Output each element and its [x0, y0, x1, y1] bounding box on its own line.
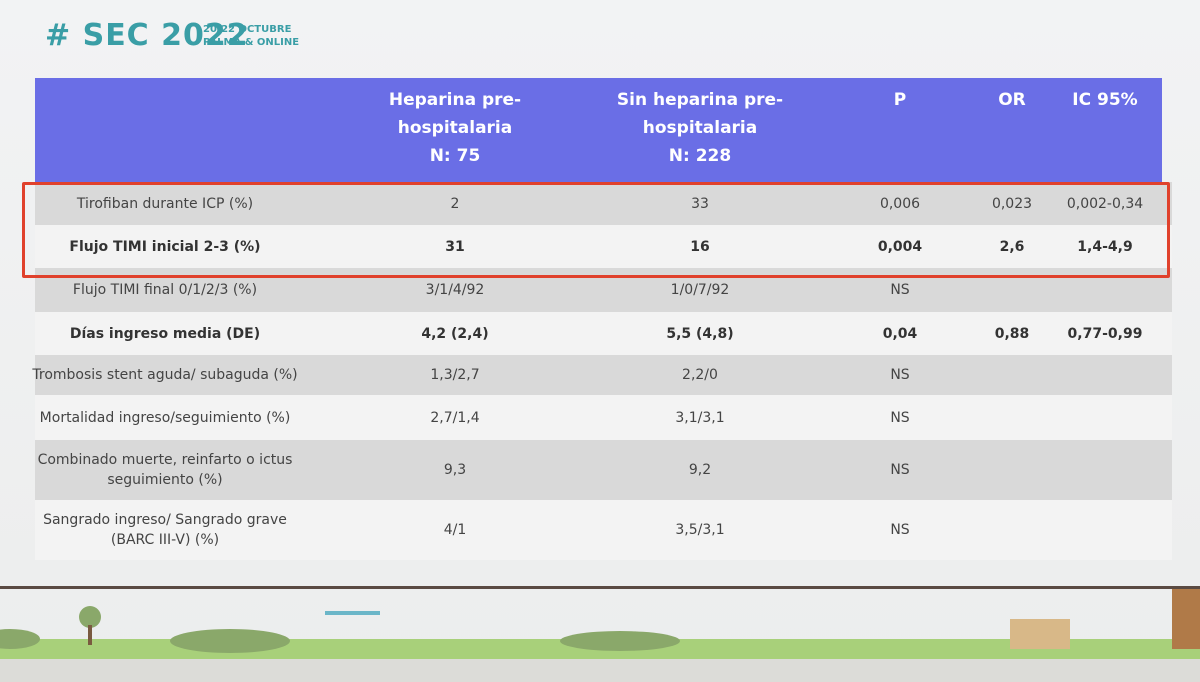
cell: NS — [890, 282, 910, 298]
cell: 4,2 (2,4) — [421, 325, 489, 342]
cell: 2,7/1,4 — [430, 409, 480, 426]
cell: 9,3 — [443, 462, 467, 478]
cell: NS — [890, 522, 910, 538]
row-label: Trombosis stent aguda/ subaguda (%) — [32, 367, 298, 383]
cell: 2,6 — [999, 238, 1025, 255]
place: PALMA & ONLINE — [203, 37, 300, 48]
row-label: Tirofiban durante ICP (%) — [76, 195, 254, 212]
cell: 3,1/3,1 — [675, 409, 725, 426]
cell: 33 — [691, 195, 709, 212]
header-row — [35, 78, 1162, 182]
cell: NS — [890, 367, 910, 383]
table-row — [35, 182, 1172, 225]
row-label: Sangrado ingreso/ Sangrado grave (BARC I… — [43, 512, 287, 548]
column-header-line: hospitalaria — [642, 118, 758, 138]
cell: 1,4-4,9 — [1077, 238, 1133, 255]
cell: 0,023 — [991, 195, 1033, 212]
row-label: Flujo TIMI inicial 2-3 (%) — [69, 238, 261, 255]
cell: 0,88 — [994, 325, 1030, 342]
cell: 0,77-0,99 — [1067, 325, 1143, 342]
column-header-line: OR — [998, 90, 1026, 110]
column-header-line: Heparina pre- — [388, 90, 522, 110]
column-header-line: N: 228 — [668, 146, 732, 166]
cell: 3/1/4/92 — [425, 282, 485, 298]
cell: 0,004 — [877, 238, 923, 255]
cell: 31 — [445, 238, 465, 255]
cell: 9,2 — [688, 462, 712, 478]
table-row — [35, 225, 1172, 268]
logo: # SEC 2022 — [45, 18, 249, 53]
landscape — [0, 589, 1200, 682]
table-row — [35, 500, 1172, 560]
column-header-line: IC 95% — [1072, 90, 1138, 110]
table-row — [35, 440, 1172, 500]
cell: 0,04 — [882, 325, 918, 342]
cell: NS — [890, 409, 910, 426]
cell: 2 — [450, 195, 460, 212]
cell: 16 — [690, 238, 710, 255]
cell: 0,002-0,34 — [1066, 195, 1144, 212]
row-label: Flujo TIMI final 0/1/2/3 (%) — [72, 282, 258, 298]
table-row — [35, 395, 1172, 440]
highlight-box — [22, 182, 1170, 278]
cell: 1/0/7/92 — [670, 282, 730, 298]
cell: 3,5/3,1 — [675, 522, 725, 538]
dates: 20-22 OCTUBRE — [203, 24, 292, 35]
row-label: Mortalidad ingreso/seguimiento (%) — [39, 409, 291, 426]
divider — [0, 586, 1200, 589]
column-header-line: Sin heparina pre- — [616, 90, 784, 110]
cell: 5,5 (4,8) — [666, 325, 734, 342]
cell: NS — [890, 462, 910, 478]
column-header-line: P — [893, 90, 907, 110]
table: Heparina pre-hospitalaria N: 75 Sin hepari… — [32, 78, 1172, 560]
cell: 0,006 — [879, 195, 921, 212]
row-label: Combinado muerte, reinfarto o ictus segu… — [37, 452, 293, 488]
cell: 2,2/0 — [682, 367, 718, 383]
row-label: Días ingreso media (DE) — [69, 325, 261, 342]
table-row — [35, 355, 1172, 395]
column-header-line: N: 75 — [429, 146, 481, 166]
cell: 1,3/2,7 — [430, 367, 480, 383]
column-header-line: hospitalaria — [397, 118, 513, 138]
cell: 4/1 — [443, 522, 467, 538]
table-row — [35, 312, 1172, 355]
